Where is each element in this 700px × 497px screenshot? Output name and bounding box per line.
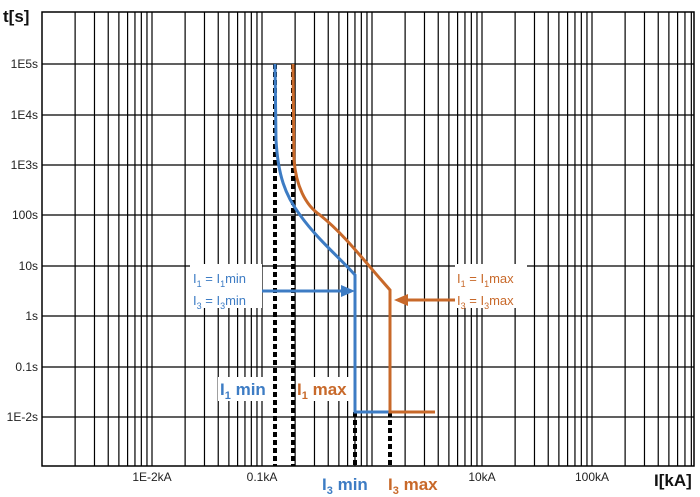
grid-lines bbox=[42, 12, 694, 466]
i1min-label-bg bbox=[218, 377, 272, 401]
i3-max-label: I3 max bbox=[388, 475, 438, 497]
i1-max-label: I1 max bbox=[297, 380, 347, 402]
y-tick-10: 10s bbox=[19, 259, 38, 273]
y-tick-1e5: 1E5s bbox=[11, 57, 38, 71]
orange-annotation-line1: I1 = I1max bbox=[457, 271, 514, 289]
i3-min-label: I3 min bbox=[322, 475, 368, 497]
orange-trip-curve bbox=[291, 63, 435, 414]
y-tick-1e3: 1E3s bbox=[11, 158, 38, 172]
y-tick-0-1: 0.1s bbox=[15, 360, 38, 374]
x-tick-1e-2: 1E-2kA bbox=[132, 470, 171, 484]
y-tick-1e4: 1E4s bbox=[11, 108, 38, 122]
orange-arrow bbox=[394, 294, 455, 306]
y-axis-title: t[s] bbox=[3, 7, 29, 26]
x-tick-10: 10kA bbox=[468, 470, 495, 484]
blue-annotation-line2: I3 = I3min bbox=[193, 293, 246, 311]
orange-annotation-bg bbox=[455, 264, 527, 308]
y-tick-1: 1s bbox=[25, 309, 38, 323]
y-tick-1e-2: 1E-2s bbox=[7, 410, 38, 424]
i1max-label-bg bbox=[296, 377, 350, 401]
blue-annotation-bg bbox=[190, 264, 262, 308]
plot-frame bbox=[41, 11, 695, 467]
blue-arrow bbox=[256, 285, 355, 297]
blue-trip-curve bbox=[273, 63, 390, 414]
x-tick-100: 100kA bbox=[575, 470, 609, 484]
x-tick-0-1: 0.1kA bbox=[247, 470, 278, 484]
x-axis-title: I[kA] bbox=[654, 471, 692, 490]
blue-annotation-line1: I1 = I1min bbox=[193, 271, 246, 289]
i1-min-label: I1 min bbox=[220, 380, 266, 402]
orange-annotation-line2: I3 = I3max bbox=[457, 293, 514, 311]
y-tick-100: 100s bbox=[12, 208, 38, 222]
